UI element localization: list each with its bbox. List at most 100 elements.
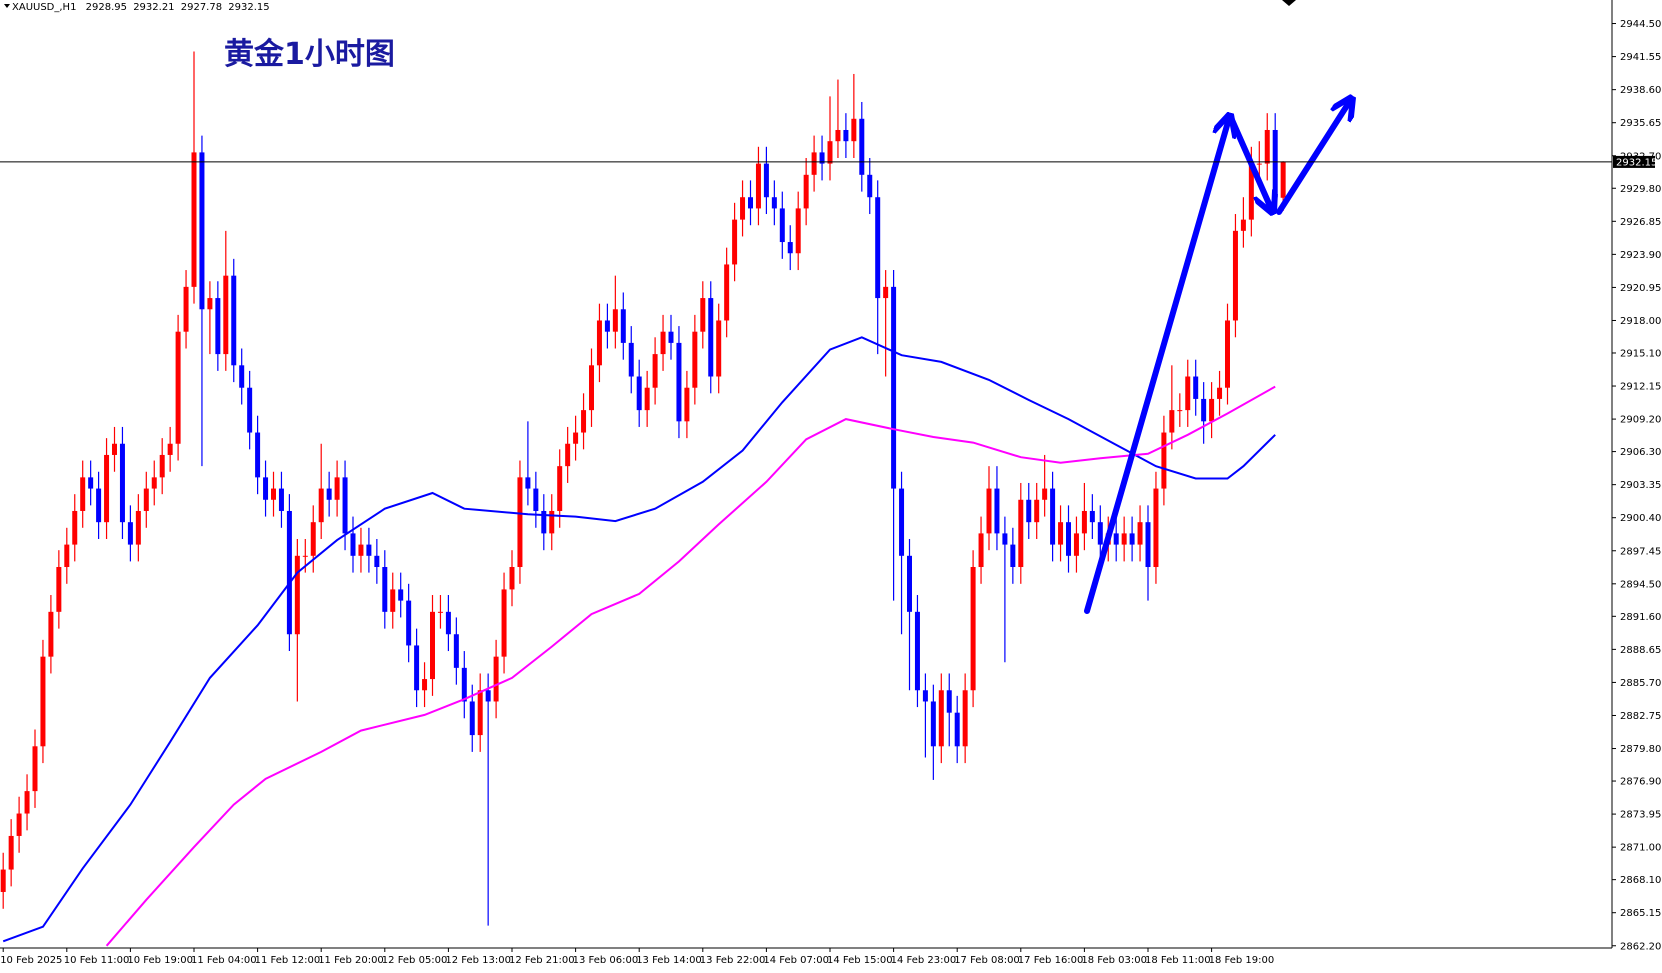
candle-body [119,443,125,523]
candle-body [72,510,78,545]
candle-body [8,835,14,870]
candle-body [938,690,944,747]
candle-body [907,555,912,612]
x-tick-label: 18 Feb 11:00 [1145,955,1211,966]
candle-body [914,611,920,691]
y-tick-label: 2938.60 [1620,85,1661,96]
candle-body [445,611,451,635]
candle-body [167,443,173,455]
candle-body [899,488,905,556]
header-low: 2927.78 [181,2,222,13]
x-tick-label: 12 Feb 21:00 [509,955,575,966]
candle-body [1248,163,1254,220]
candle-body [533,488,539,511]
candle-body [620,309,626,343]
x-tick-label: 14 Feb 23:00 [891,955,957,966]
candle-body [112,443,117,455]
candle-body [517,477,523,568]
candle-body [88,477,94,489]
x-tick-label: 11 Feb 04:00 [191,955,257,966]
y-tick-label: 2879.80 [1620,744,1661,755]
candle-body [922,690,928,702]
candle-body [1129,533,1135,545]
candle-body [48,611,54,657]
candle-body [414,645,420,691]
candle-body [342,477,348,534]
candle-body [755,163,761,209]
candle-body [1050,488,1056,545]
candle-body [748,197,753,209]
candle-body [1113,533,1119,545]
y-tick-label: 2900.40 [1620,513,1661,524]
arrow-down [1229,117,1270,206]
marker-icon [1282,0,1296,6]
candle-body [660,331,666,355]
candle-body [740,197,746,220]
candle-body [724,264,730,321]
y-tick-label: 2894.50 [1620,579,1661,590]
x-tick-label: 11 Feb 12:00 [255,955,321,966]
candle-body [1272,129,1278,198]
candle-body [461,667,467,702]
candle-body [302,555,308,557]
candle-body [501,589,507,657]
candle-body [684,387,690,422]
y-tick-label: 2915.10 [1620,348,1661,359]
candle-body [1161,432,1167,489]
candle-body [485,690,491,702]
candle-body [1081,510,1087,534]
candle-body [692,331,698,388]
candle-body [239,365,245,388]
candle-body [310,522,316,556]
candle-body [962,690,968,747]
candle-body [851,118,857,142]
symbol: XAUUSD_,H1 [12,2,76,13]
y-tick-label: 2909.20 [1620,415,1661,426]
candle-body [827,141,833,164]
candle-body [1153,488,1159,568]
candle-body [199,152,205,310]
x-tick-label: 13 Feb 06:00 [573,955,639,966]
candle-body [286,510,292,635]
y-tick-label: 2906.30 [1620,447,1661,458]
candle-body [565,443,571,467]
candle-body [1137,522,1143,545]
candle-body [366,544,372,556]
candle-body [1193,376,1199,399]
arrow-up-2 [1276,104,1348,215]
candle-body [263,477,269,500]
x-tick-label: 13 Feb 14:00 [636,955,702,966]
candle-body [191,152,197,287]
drawn-arrows [1084,104,1348,614]
candle-body [970,567,976,691]
y-tick-label: 2865.15 [1620,908,1661,919]
candle-body [493,656,499,702]
candle-body [1018,499,1024,568]
y-tick-label: 2868.10 [1620,875,1661,886]
y-tick-label: 2871.00 [1620,843,1661,854]
candle-body [525,477,531,489]
candle-body [835,129,841,142]
candle-body [135,510,141,545]
y-tick-label: 2920.95 [1620,283,1661,294]
y-tick-label: 2944.50 [1620,19,1661,30]
price-label-bg [1613,155,1655,168]
y-tick-label: 2912.15 [1620,382,1661,393]
y-tick-label: 2888.65 [1620,645,1661,656]
x-tick-label: 17 Feb 16:00 [1018,955,1084,966]
candle-body [1280,161,1286,198]
candle-body [477,690,483,736]
candle-body [255,432,261,478]
candle-body [271,488,276,500]
y-tick-label: 2923.90 [1620,250,1661,261]
header-open: 2928.95 [86,2,127,13]
candle-body [891,286,897,489]
candle-body [175,331,181,444]
candle-body [1010,544,1016,568]
candle-body [430,611,435,680]
candle-body [64,544,70,568]
candle-body [1145,522,1151,568]
candle-body [80,477,86,511]
candle-body [1264,129,1270,164]
candle-body [612,309,618,332]
